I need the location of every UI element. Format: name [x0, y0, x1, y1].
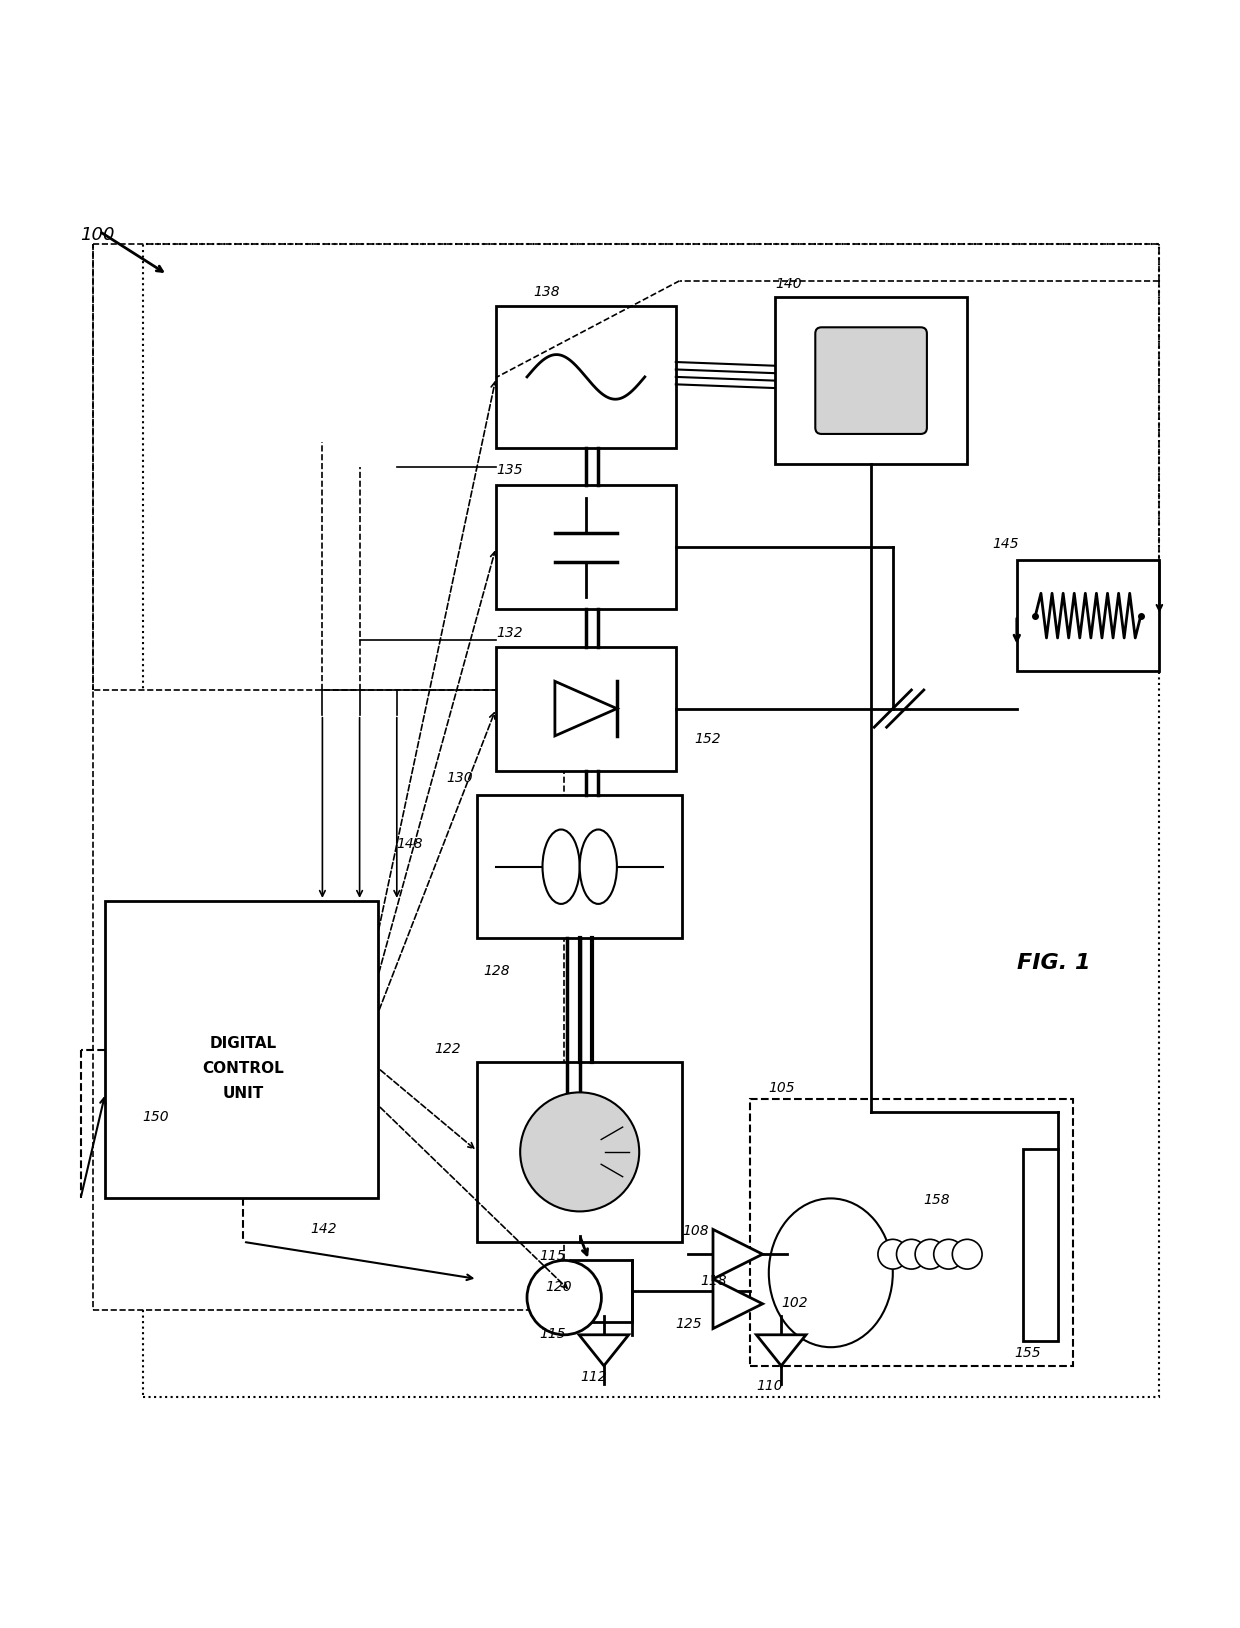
FancyBboxPatch shape — [816, 327, 926, 435]
Text: 118: 118 — [701, 1273, 727, 1288]
FancyBboxPatch shape — [477, 796, 682, 938]
Text: DIGITAL: DIGITAL — [210, 1035, 277, 1052]
Circle shape — [915, 1239, 945, 1270]
Text: 148: 148 — [397, 837, 423, 851]
FancyBboxPatch shape — [93, 690, 564, 1311]
Polygon shape — [579, 1335, 629, 1366]
FancyBboxPatch shape — [1017, 560, 1159, 671]
Polygon shape — [713, 1229, 763, 1280]
FancyBboxPatch shape — [496, 306, 676, 448]
Text: 142: 142 — [310, 1221, 336, 1236]
Text: 130: 130 — [446, 772, 472, 785]
FancyBboxPatch shape — [105, 900, 378, 1198]
FancyBboxPatch shape — [750, 1099, 1073, 1366]
Circle shape — [521, 1092, 640, 1211]
FancyBboxPatch shape — [496, 485, 676, 609]
Circle shape — [878, 1239, 908, 1270]
Ellipse shape — [769, 1198, 893, 1348]
Circle shape — [897, 1239, 926, 1270]
Text: 102: 102 — [781, 1296, 807, 1311]
Text: 158: 158 — [924, 1193, 950, 1206]
FancyBboxPatch shape — [775, 296, 967, 464]
Text: CONTROL: CONTROL — [202, 1061, 284, 1076]
FancyBboxPatch shape — [477, 1061, 682, 1242]
FancyBboxPatch shape — [1023, 1149, 1058, 1341]
Text: 135: 135 — [496, 462, 522, 477]
Text: 128: 128 — [484, 964, 510, 978]
FancyBboxPatch shape — [143, 244, 1159, 1397]
Polygon shape — [756, 1335, 806, 1366]
Text: 108: 108 — [682, 1224, 708, 1237]
Text: 100: 100 — [81, 226, 115, 244]
Text: 110: 110 — [756, 1379, 782, 1394]
Text: 152: 152 — [694, 733, 720, 746]
Text: 115: 115 — [539, 1249, 565, 1263]
Text: UNIT: UNIT — [222, 1086, 264, 1101]
Text: 122: 122 — [434, 1042, 460, 1057]
Ellipse shape — [580, 830, 618, 904]
Polygon shape — [556, 682, 618, 736]
Text: 150: 150 — [143, 1110, 169, 1123]
Circle shape — [952, 1239, 982, 1270]
Polygon shape — [713, 1280, 763, 1328]
Text: 145: 145 — [992, 537, 1018, 552]
Text: 155: 155 — [1014, 1346, 1040, 1359]
Circle shape — [527, 1260, 601, 1335]
FancyBboxPatch shape — [496, 646, 676, 770]
Ellipse shape — [543, 830, 580, 904]
Text: 125: 125 — [676, 1317, 702, 1332]
Text: 112: 112 — [580, 1371, 606, 1384]
Text: 138: 138 — [533, 285, 559, 300]
Text: 140: 140 — [775, 277, 801, 291]
Text: 132: 132 — [496, 627, 522, 640]
Text: 115: 115 — [539, 1327, 565, 1341]
Circle shape — [934, 1239, 963, 1270]
Text: 120: 120 — [546, 1280, 572, 1294]
FancyBboxPatch shape — [570, 1260, 632, 1322]
Text: FIG. 1: FIG. 1 — [1017, 952, 1090, 974]
Text: 105: 105 — [769, 1081, 795, 1096]
